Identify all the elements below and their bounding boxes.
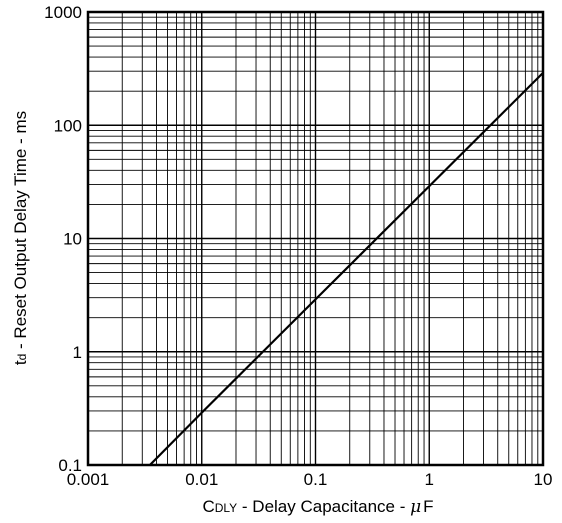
x-tick-label: 1 — [425, 470, 434, 489]
x-axis-label-text: - Delay Capacitance - — [237, 497, 410, 516]
y-tick-label: 1000 — [44, 3, 82, 22]
x-axis-label-mu: μ — [410, 497, 421, 517]
x-axis-label-subscript: DLY — [215, 501, 237, 515]
tick-labels: 0.001 0.01 0.1 1 10 0.1 1 10 100 1000 — [44, 3, 552, 489]
x-axis-label-main: C — [202, 497, 214, 516]
y-tick-label: 0.1 — [58, 456, 82, 475]
y-axis-label-main: t — [11, 360, 30, 365]
x-tick-label: 10 — [534, 470, 553, 489]
grid — [88, 12, 543, 465]
y-axis-label-text: - Reset Output Delay Time - ms — [11, 111, 30, 354]
x-tick-label: 0.001 — [67, 470, 110, 489]
x-tick-label: 0.01 — [185, 470, 218, 489]
plot-frame — [86, 10, 545, 467]
x-tick-label: 0.1 — [304, 470, 328, 489]
y-axis-label: td - Reset Output Delay Time - ms — [11, 111, 30, 365]
series-line — [149, 72, 544, 466]
y-tick-label: 1 — [73, 343, 82, 362]
series-layer — [149, 72, 544, 466]
y-tick-label: 10 — [63, 230, 82, 249]
y-axis-label-subscript: d — [15, 354, 29, 361]
y-tick-label: 100 — [54, 116, 82, 135]
x-axis-label-unit: F — [423, 497, 433, 516]
